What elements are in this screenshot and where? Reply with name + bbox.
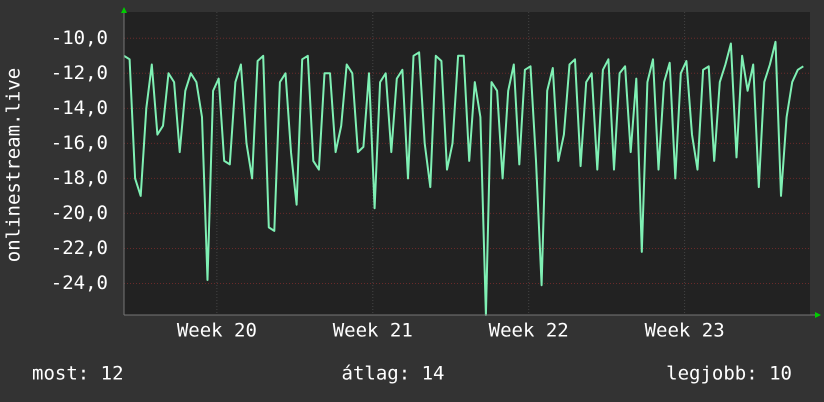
- x-tick-label: Week 21: [333, 320, 413, 342]
- data-line: [123, 40, 804, 316]
- y-tick-label: -22,0: [51, 237, 108, 259]
- x-tick-label: Week 23: [645, 320, 725, 342]
- y-arrow: [121, 7, 127, 13]
- y-tick-label: -12,0: [51, 62, 108, 84]
- y-axis-label: onlinestream.live: [3, 68, 25, 262]
- footer-best: legjobb: 10: [666, 363, 792, 385]
- y-tick-label: -18,0: [51, 167, 108, 189]
- marks: [123, 40, 804, 316]
- y-tick-label: -16,0: [51, 132, 108, 154]
- footer-current: most: 12: [32, 363, 124, 385]
- y-tick-label: -24,0: [51, 272, 108, 294]
- y-tick-label: -20,0: [51, 202, 108, 224]
- x-tick-label: Week 22: [489, 320, 569, 342]
- x-arrow: [815, 312, 821, 318]
- y-tick-label: -14,0: [51, 97, 108, 119]
- footer-average: átlag: 14: [342, 363, 445, 385]
- x-tick-label: Week 20: [177, 320, 257, 342]
- y-tick-label: -10,0: [51, 27, 108, 49]
